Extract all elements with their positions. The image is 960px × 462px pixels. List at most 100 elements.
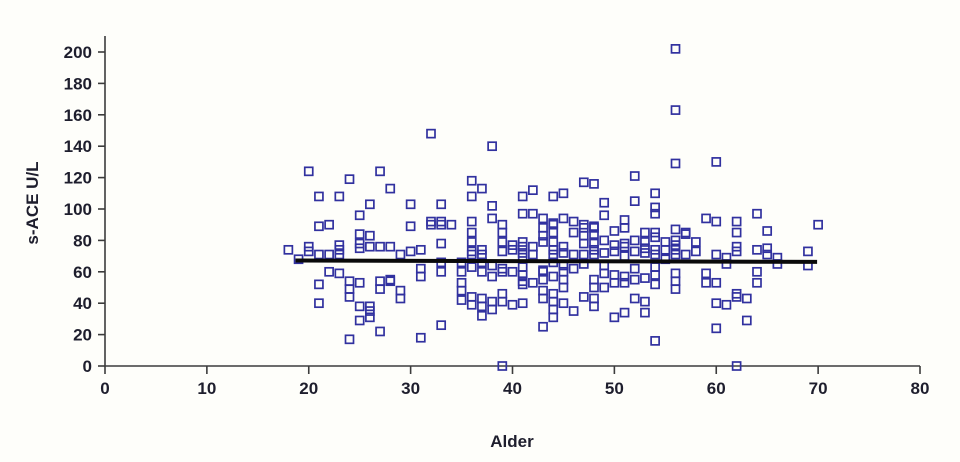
data-point-marker xyxy=(578,222,589,233)
data-point-marker xyxy=(436,266,447,277)
data-point-marker xyxy=(741,293,752,304)
data-point-marker xyxy=(670,158,681,169)
data-point-marker xyxy=(609,270,620,280)
data-point-marker xyxy=(548,271,559,282)
data-point-marker xyxy=(365,306,375,316)
data-point-marker xyxy=(568,216,579,227)
data-point-marker xyxy=(497,361,508,371)
data-point-marker xyxy=(741,315,752,326)
data-point-marker xyxy=(538,285,548,296)
data-point-marker xyxy=(548,191,559,202)
data-point-marker xyxy=(405,221,416,232)
data-point-marker xyxy=(609,226,620,236)
data-point-marker xyxy=(344,334,355,345)
data-point-marker xyxy=(650,270,660,280)
data-point-marker xyxy=(466,249,477,260)
data-point-marker xyxy=(711,249,722,260)
data-point-marker xyxy=(375,166,385,177)
data-point-marker xyxy=(589,301,599,312)
data-point-marker xyxy=(528,249,538,260)
data-point-marker xyxy=(701,268,711,279)
x-tick-label: 50 xyxy=(605,379,624,398)
data-point-marker xyxy=(558,188,569,199)
data-point-marker xyxy=(578,249,589,260)
data-point-marker xyxy=(731,292,742,302)
data-point-marker xyxy=(405,199,416,210)
data-point-marker xyxy=(752,208,762,219)
data-point-marker xyxy=(640,227,650,238)
data-point-marker xyxy=(578,219,589,230)
data-point-marker xyxy=(578,177,589,188)
data-point-marker xyxy=(629,246,640,257)
data-point-marker xyxy=(466,292,477,302)
data-point-marker xyxy=(640,307,650,318)
data-point-marker xyxy=(517,208,528,219)
data-point-marker xyxy=(436,219,447,230)
data-point-marker xyxy=(731,216,742,227)
data-point-marker xyxy=(477,301,487,312)
data-point-marker xyxy=(670,268,681,279)
data-point-marker xyxy=(619,222,630,233)
data-point-marker xyxy=(456,295,467,305)
y-tick-label: 80 xyxy=(73,231,92,250)
data-point-marker xyxy=(680,249,691,260)
data-point-marker xyxy=(670,249,681,260)
data-point-marker xyxy=(487,141,497,152)
data-point-marker xyxy=(497,227,508,238)
y-tick-label: 0 xyxy=(83,357,92,376)
data-point-marker xyxy=(354,315,365,326)
data-point-marker xyxy=(599,197,610,208)
x-tick-label: 0 xyxy=(100,379,109,398)
data-point-marker xyxy=(548,312,559,323)
data-point-marker xyxy=(548,237,559,247)
trend-line xyxy=(295,258,818,264)
data-point-marker xyxy=(599,210,610,221)
axes xyxy=(104,36,920,367)
data-point-marker xyxy=(283,244,294,255)
data-point-marker xyxy=(568,263,579,274)
data-point-marker xyxy=(466,262,477,272)
data-point-marker xyxy=(487,271,497,282)
data-point-marker xyxy=(507,299,518,310)
data-point-marker xyxy=(762,249,773,260)
data-point-marker xyxy=(589,229,599,239)
data-point-marker xyxy=(660,244,671,255)
data-point-marker xyxy=(578,238,589,249)
data-point-marker xyxy=(497,237,508,247)
data-point-marker xyxy=(650,279,660,290)
data-point-marker xyxy=(365,241,375,252)
data-point-marker xyxy=(752,277,762,288)
trend-line-group xyxy=(295,258,818,264)
data-point-marker xyxy=(650,232,660,243)
data-point-marker xyxy=(762,243,773,254)
data-point-marker xyxy=(456,285,467,296)
data-point-marker xyxy=(629,263,640,274)
data-point-marker xyxy=(365,199,375,210)
data-point-marker xyxy=(426,128,436,139)
data-point-marker xyxy=(619,251,630,261)
data-point-marker xyxy=(578,230,589,241)
data-point-marker xyxy=(589,282,599,293)
data-point-marker xyxy=(344,284,355,294)
data-point-marker xyxy=(528,277,538,288)
data-point-marker xyxy=(497,266,508,277)
data-point-marker xyxy=(517,262,528,272)
data-point-marker xyxy=(813,219,823,230)
data-point-marker xyxy=(395,293,406,304)
data-point-marker xyxy=(466,246,477,257)
data-point-marker xyxy=(426,219,436,230)
data-point-marker xyxy=(619,238,630,249)
data-point-marker xyxy=(711,216,722,227)
data-point-marker xyxy=(497,288,508,299)
data-point-marker xyxy=(528,208,538,219)
tick-marks xyxy=(98,51,921,374)
data-point-marker xyxy=(619,277,630,288)
data-point-marker xyxy=(711,323,722,334)
data-point-marker xyxy=(538,230,548,241)
x-tick-label: 20 xyxy=(299,379,318,398)
data-point-marker xyxy=(599,248,610,258)
data-point-marker xyxy=(619,215,630,225)
data-point-marker xyxy=(436,199,447,210)
data-point-marker xyxy=(487,296,497,307)
data-point-marker xyxy=(303,246,314,257)
